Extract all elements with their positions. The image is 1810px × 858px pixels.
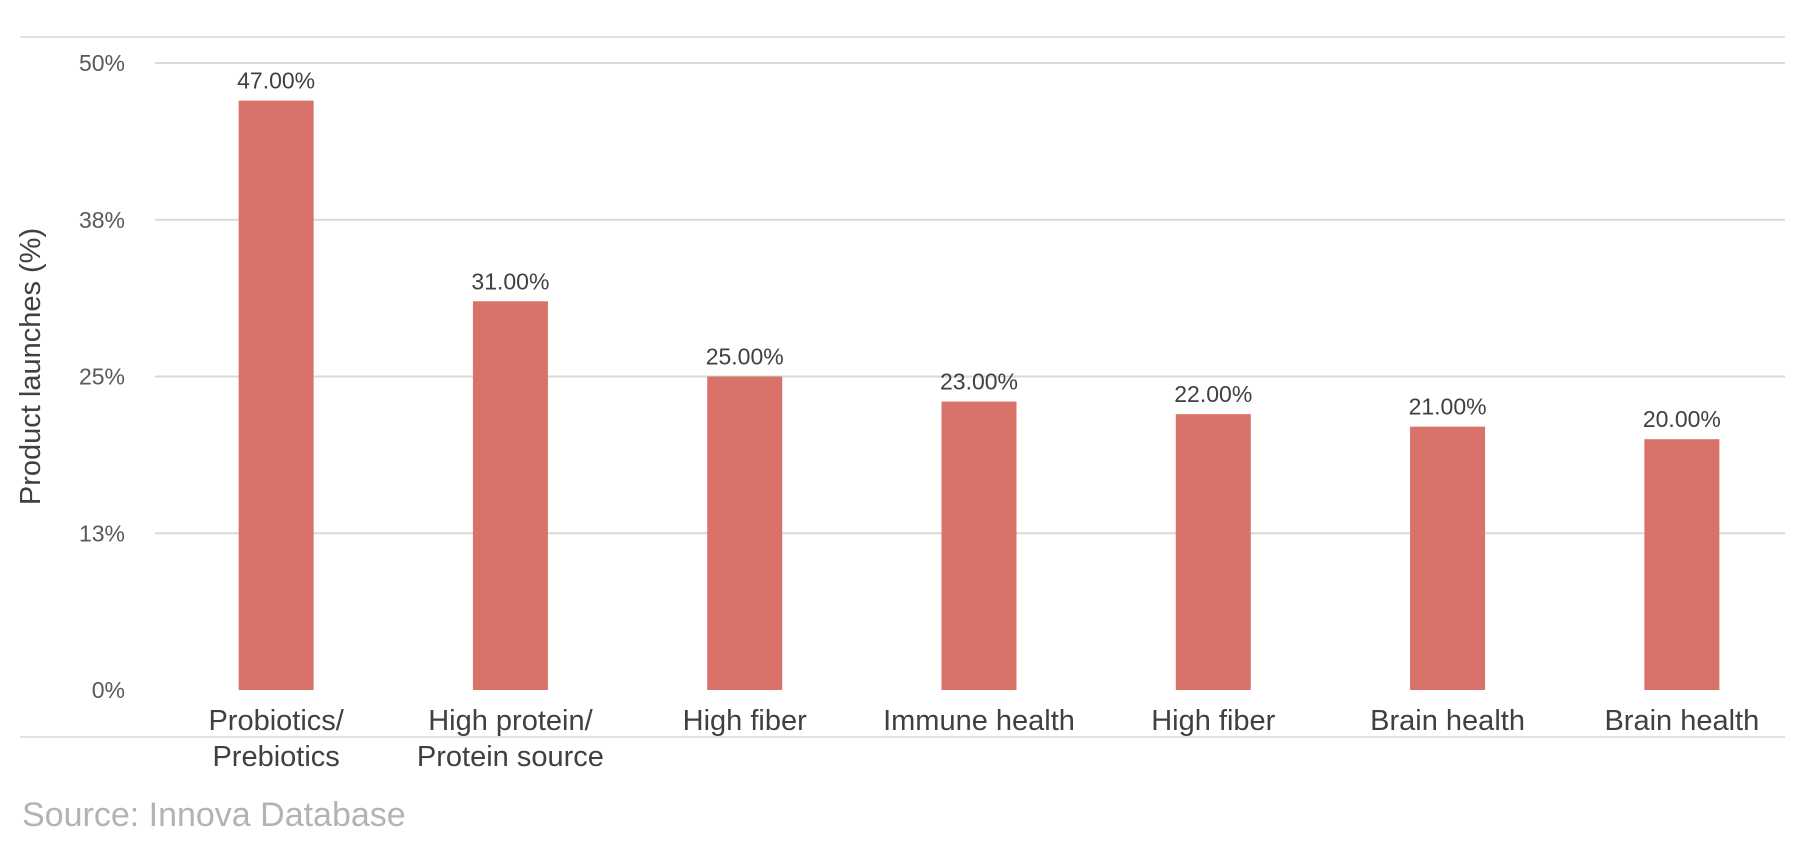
bar bbox=[707, 376, 783, 690]
data-label: 31.00% bbox=[471, 268, 549, 294]
bar bbox=[238, 100, 314, 691]
bar bbox=[1175, 414, 1251, 690]
bar bbox=[1644, 439, 1720, 690]
data-label: 23.00% bbox=[940, 369, 1018, 395]
bar bbox=[472, 301, 548, 690]
x-tick-label: Brain health bbox=[1604, 705, 1759, 737]
y-axis-label: Product launches (%) bbox=[15, 228, 47, 505]
data-label: 21.00% bbox=[1409, 394, 1487, 420]
x-tick-label: High fiber bbox=[1151, 705, 1275, 737]
data-label: 25.00% bbox=[706, 344, 784, 370]
y-tick-label: 0% bbox=[92, 677, 125, 703]
data-label: 47.00% bbox=[237, 68, 315, 94]
y-tick-label: 13% bbox=[79, 520, 125, 546]
bar bbox=[1410, 426, 1486, 690]
x-tick-label: Probiotics/ bbox=[208, 705, 344, 737]
x-tick-label: Prebiotics bbox=[212, 741, 339, 773]
x-tick-label: Protein source bbox=[417, 741, 604, 773]
x-tick-label: High fiber bbox=[683, 705, 807, 737]
x-tick-label: Brain health bbox=[1370, 705, 1525, 737]
data-label: 22.00% bbox=[1174, 381, 1252, 407]
x-tick-label: Immune health bbox=[883, 705, 1075, 737]
bar bbox=[941, 401, 1017, 690]
y-tick-label: 38% bbox=[79, 207, 125, 233]
x-tick-label: High protein/ bbox=[428, 705, 593, 737]
data-label: 20.00% bbox=[1643, 406, 1721, 432]
source-note: Source: Innova Database bbox=[22, 796, 406, 834]
y-tick-label: 50% bbox=[79, 50, 125, 76]
y-tick-label: 25% bbox=[79, 364, 125, 390]
